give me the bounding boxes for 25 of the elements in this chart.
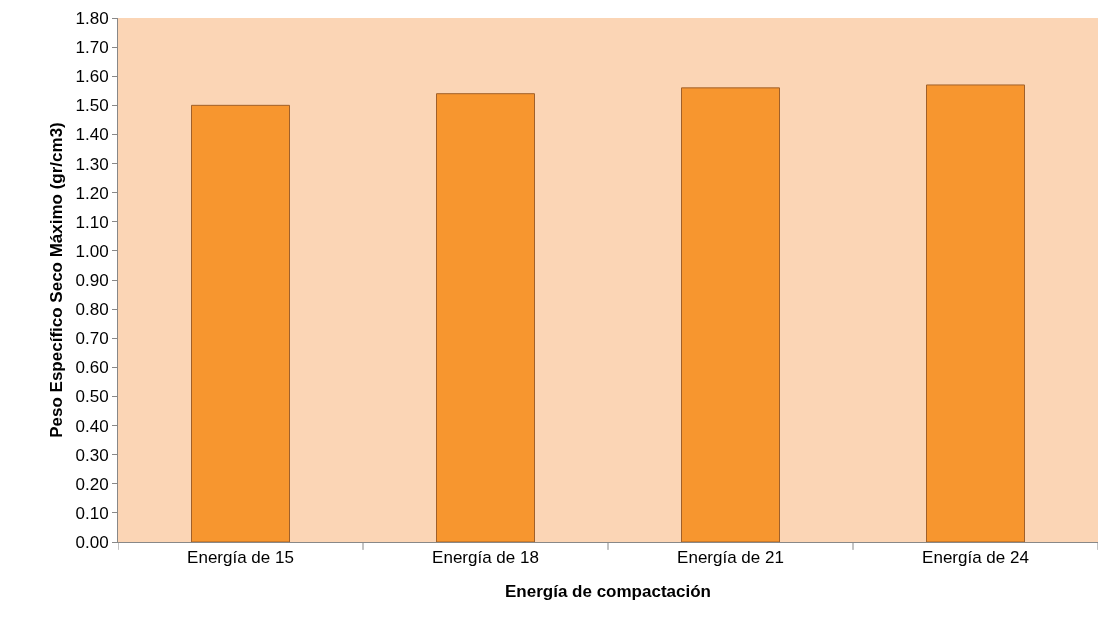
- y-tick-label: 1.60: [75, 67, 109, 87]
- x-tick-label: Energía de 24: [922, 548, 1029, 568]
- y-tick-label: 1.80: [75, 8, 109, 28]
- x-tick-label: Energía de 15: [187, 548, 294, 568]
- y-tick-label: 0.40: [75, 416, 109, 436]
- y-tick-label: 0.00: [75, 532, 109, 552]
- y-axis-title: Peso Específico Seco Máximo (gr/cm3): [47, 122, 67, 438]
- x-tick-label: Energía de 21: [677, 548, 784, 568]
- y-tick-label: 1.40: [75, 125, 109, 145]
- y-tick-label: 1.70: [75, 38, 109, 58]
- x-tick-label: Energía de 18: [432, 548, 539, 568]
- y-tick-label: 1.10: [75, 212, 109, 232]
- y-tick-label: 1.00: [75, 241, 109, 261]
- y-tick-label: 0.70: [75, 329, 109, 349]
- y-tick-label: 0.20: [75, 474, 109, 494]
- y-tick-label: 0.30: [75, 445, 109, 465]
- x-axis-title: Energía de compactación: [505, 581, 711, 601]
- y-tick-label: 1.30: [75, 154, 109, 174]
- y-tick-label: 0.50: [75, 387, 109, 407]
- y-tick-label: 0.10: [75, 503, 109, 523]
- y-tick-label: 0.80: [75, 300, 109, 320]
- y-tick-label: 0.90: [75, 270, 109, 290]
- y-tick-label: 1.50: [75, 96, 109, 116]
- y-tick-label: 1.20: [75, 183, 109, 203]
- y-tick-label: 0.60: [75, 358, 109, 378]
